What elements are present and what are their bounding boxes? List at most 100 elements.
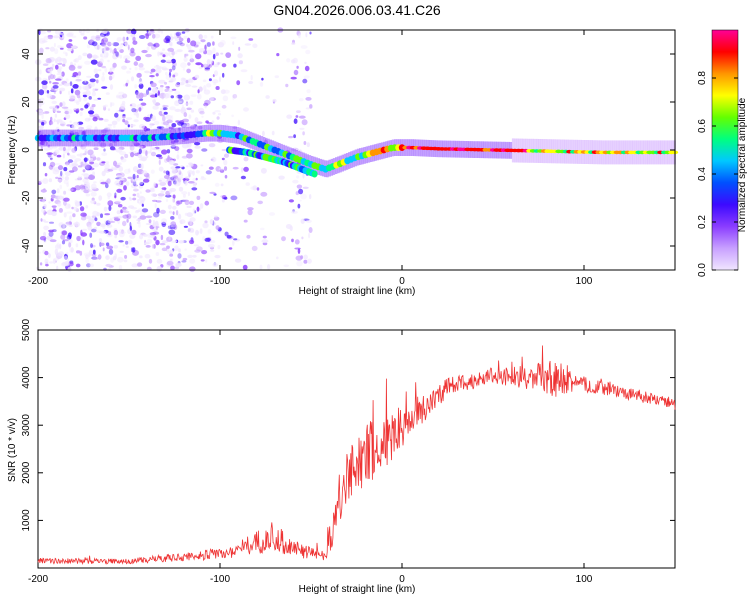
spectrogram-noise-cell bbox=[115, 51, 119, 57]
spectrogram-noise-cell bbox=[52, 105, 57, 110]
spectrogram-noise-cell bbox=[158, 177, 166, 184]
spectrogram-noise-cell bbox=[202, 222, 209, 229]
spectrogram-noise-cell bbox=[206, 49, 213, 56]
spectrogram-noise-cell bbox=[99, 242, 105, 246]
spectrogram-noise-cell bbox=[73, 206, 78, 211]
spectrogram-noise-cell bbox=[69, 120, 72, 123]
spectrogram-noise-cell bbox=[57, 62, 63, 65]
spectrogram-noise-cell bbox=[183, 225, 188, 228]
spectrogram-noise-cell bbox=[105, 52, 109, 57]
spectrogram-noise-cell bbox=[39, 69, 42, 75]
spectrogram-noise-cell bbox=[49, 155, 53, 161]
spectrogram-noise-cell bbox=[64, 171, 71, 177]
spectrogram-noise-cell bbox=[58, 131, 66, 136]
spectrogram-noise-cell bbox=[88, 96, 92, 100]
spectrogram-noise-cell bbox=[71, 147, 77, 153]
spectrogram-noise-cell bbox=[232, 166, 239, 170]
spectrogram-noise-cell bbox=[171, 65, 176, 71]
snr-background bbox=[37, 329, 676, 569]
spectrogram-noise-cell bbox=[171, 123, 177, 128]
spectrogram-noise-cell bbox=[178, 213, 182, 220]
spectrogram-noise-cell bbox=[106, 245, 114, 250]
spectrogram-noise-cell bbox=[139, 215, 147, 220]
x-tick-label: -100 bbox=[210, 574, 230, 585]
spectrogram-noise-cell bbox=[144, 33, 152, 36]
spectrogram-noise-cell bbox=[153, 99, 156, 105]
spectrogram-noise-cell bbox=[67, 238, 73, 244]
spectrogram-noise-cell bbox=[207, 229, 212, 234]
spectrogram-noise-cell bbox=[100, 34, 105, 39]
spectrogram-noise-cell bbox=[85, 184, 91, 190]
spectrogram-noise-cell bbox=[73, 132, 80, 135]
spectrogram-noise-cell bbox=[148, 219, 152, 224]
spectrogram-noise-cell bbox=[132, 197, 137, 201]
spectrogram-noise-cell bbox=[113, 228, 118, 232]
spectrogram-noise-cell bbox=[306, 142, 310, 148]
spectrogram-noise-cell bbox=[151, 33, 156, 39]
y-tick-label: -20 bbox=[21, 190, 32, 205]
spectrogram-noise-cell bbox=[221, 148, 227, 152]
spectrogram-noise-cell bbox=[62, 239, 69, 242]
spectrogram-noise-cell bbox=[84, 60, 91, 65]
spectrogram-noise-cell bbox=[90, 157, 94, 161]
spectrogram-noise-cell bbox=[86, 263, 91, 268]
spectrogram-noise-cell bbox=[101, 170, 106, 177]
spectrogram-noise-cell bbox=[83, 157, 89, 162]
spectrogram-noise-cell bbox=[274, 75, 279, 79]
spectrogram-noise-cell bbox=[165, 71, 168, 76]
spectrogram-noise-cell bbox=[238, 60, 243, 65]
spectrogram-noise-cell bbox=[151, 193, 157, 197]
spectrogram-noise-cell bbox=[179, 219, 186, 225]
spectrogram-noise-cell bbox=[209, 191, 216, 194]
spectrogram-noise-cell bbox=[50, 194, 58, 199]
x-tick-label: 100 bbox=[576, 574, 593, 585]
spectrogram-noise-cell bbox=[303, 141, 307, 145]
spectrogram-noise-cell bbox=[188, 77, 194, 84]
spectrogram-noise-cell bbox=[194, 145, 201, 149]
spectrogram-noise-cell bbox=[184, 248, 187, 251]
spectrogram-noise-cell bbox=[219, 169, 225, 173]
spectrogram-noise-cell bbox=[54, 113, 58, 118]
spectrogram-noise-cell bbox=[189, 100, 194, 105]
spectrogram-noise-cell bbox=[160, 52, 163, 55]
spectrogram-noise-cell bbox=[290, 76, 297, 80]
spectrogram-noise-cell bbox=[76, 93, 81, 99]
spectrogram-noise-cell bbox=[70, 155, 76, 159]
spectrogram-noise-cell bbox=[96, 44, 100, 50]
spectrogram-noise-cell bbox=[116, 174, 122, 177]
spectrogram-noise-cell bbox=[105, 161, 110, 164]
spectrogram-noise-cell bbox=[55, 142, 62, 146]
spectrogram-noise-cell bbox=[71, 35, 77, 38]
spectrogram-noise-cell bbox=[155, 225, 158, 230]
spectrogram-noise-cell bbox=[245, 182, 250, 186]
spectrogram-noise-cell bbox=[44, 250, 49, 256]
spectrogram-noise-cell bbox=[107, 108, 111, 111]
spectrogram-noise-cell bbox=[230, 195, 238, 201]
spectrogram-noise-cell bbox=[42, 140, 45, 146]
spectrogram-noise-cell bbox=[260, 191, 268, 197]
spectrogram-noise-cell bbox=[136, 192, 140, 198]
spectrogram-noise-cell bbox=[232, 41, 235, 45]
spectrogram-noise-cell bbox=[55, 176, 59, 179]
spectrogram-noise-cell bbox=[131, 108, 137, 113]
spectrogram-noise-cell bbox=[113, 160, 117, 167]
spectrogram-noise-cell bbox=[116, 117, 121, 122]
spectrogram-noise-cell bbox=[196, 195, 201, 200]
spectrogram-noise-cell bbox=[135, 90, 139, 95]
spectrogram-noise-cell bbox=[125, 117, 133, 120]
spectrogram-noise-cell bbox=[43, 231, 47, 238]
spectrogram-noise-cell bbox=[133, 119, 139, 123]
spectrogram-noise-cell bbox=[286, 58, 291, 63]
spectrogram-noise-cell bbox=[78, 126, 85, 130]
spectrogram-noise-cell bbox=[169, 187, 177, 192]
spectrogram-noise-cell bbox=[166, 245, 170, 249]
spectrogram-noise-cell bbox=[107, 200, 114, 207]
spectrogram-noise-cell bbox=[168, 229, 176, 235]
spectrogram-noise-cell bbox=[75, 263, 81, 268]
spectrogram-noise-cell bbox=[49, 46, 56, 52]
spectrogram-noise-cell bbox=[43, 225, 49, 231]
spectrogram-noise-cell bbox=[115, 200, 122, 204]
spectrogram-noise-cell bbox=[122, 93, 128, 99]
spectrogram-noise-cell bbox=[57, 178, 63, 182]
